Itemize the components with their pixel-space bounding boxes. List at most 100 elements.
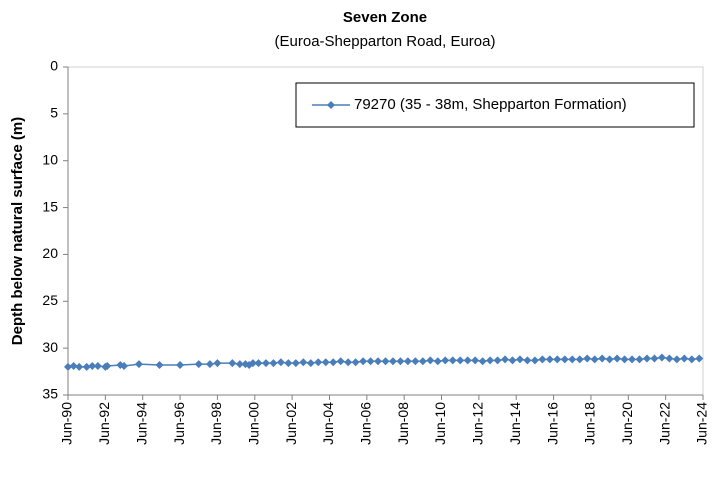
data-point bbox=[568, 355, 577, 364]
data-point bbox=[620, 355, 629, 364]
data-point bbox=[388, 357, 397, 366]
x-tick-label: Jun-08 bbox=[395, 402, 411, 445]
data-point bbox=[88, 361, 97, 370]
x-tick-label: Jun-04 bbox=[320, 402, 336, 445]
data-point bbox=[553, 355, 562, 364]
x-tick-label: Jun-96 bbox=[171, 402, 187, 445]
data-point bbox=[254, 359, 263, 368]
x-tick-label: Jun-24 bbox=[694, 402, 710, 445]
data-point bbox=[613, 354, 622, 363]
x-tick-label: Jun-90 bbox=[59, 402, 75, 445]
data-point bbox=[194, 360, 203, 369]
data-point bbox=[538, 355, 547, 364]
data-point bbox=[155, 361, 164, 370]
x-tick-label: Jun-94 bbox=[133, 402, 149, 445]
data-point bbox=[441, 356, 450, 365]
data-point bbox=[471, 356, 480, 365]
data-point bbox=[657, 353, 666, 362]
data-point bbox=[381, 357, 390, 366]
legend-label: 79270 (35 - 38m, Shepparton Formation) bbox=[354, 96, 627, 113]
data-point bbox=[598, 354, 607, 363]
data-point bbox=[269, 359, 278, 368]
data-point bbox=[103, 361, 112, 370]
x-tick-label: Jun-02 bbox=[283, 402, 299, 445]
data-point bbox=[235, 360, 244, 369]
data-point bbox=[523, 356, 532, 365]
data-point bbox=[64, 362, 72, 371]
data-point bbox=[336, 357, 345, 366]
data-point bbox=[680, 354, 689, 363]
data-point bbox=[695, 354, 704, 363]
data-point bbox=[463, 356, 472, 365]
y-tick-label: 10 bbox=[42, 151, 58, 167]
y-tick-label: 30 bbox=[42, 339, 58, 355]
data-point bbox=[213, 359, 222, 368]
x-tick-label: Jun-06 bbox=[358, 402, 374, 445]
legend-box bbox=[295, 82, 695, 128]
data-point bbox=[501, 355, 510, 364]
data-point bbox=[374, 357, 383, 366]
y-tick-label: 35 bbox=[42, 386, 58, 402]
chart-subtitle: (Euroa-Shepparton Road, Euroa) bbox=[275, 33, 496, 50]
data-point bbox=[418, 357, 427, 366]
data-point bbox=[276, 358, 285, 367]
x-tick-label: Jun-98 bbox=[208, 402, 224, 445]
data-point bbox=[687, 355, 696, 364]
data-point bbox=[321, 358, 330, 367]
legend-marker bbox=[327, 101, 335, 109]
y-tick-label: 5 bbox=[50, 105, 58, 121]
data-point bbox=[583, 354, 592, 363]
x-tick-label: Jun-10 bbox=[432, 402, 448, 445]
data-point bbox=[329, 358, 338, 367]
data-point bbox=[493, 356, 502, 365]
data-point bbox=[359, 357, 368, 366]
data-point bbox=[261, 359, 270, 368]
data-point bbox=[366, 357, 375, 366]
data-point bbox=[284, 359, 293, 368]
data-point bbox=[120, 361, 129, 370]
data-point bbox=[344, 358, 353, 367]
data-point bbox=[299, 358, 308, 367]
x-tick-label: Jun-92 bbox=[96, 402, 112, 445]
data-point bbox=[590, 355, 599, 364]
data-point bbox=[351, 358, 360, 367]
x-tick-label: Jun-14 bbox=[507, 402, 523, 445]
data-point bbox=[69, 361, 78, 370]
data-point bbox=[248, 359, 257, 368]
data-point bbox=[605, 355, 614, 364]
data-point bbox=[628, 355, 637, 364]
data-point bbox=[650, 354, 659, 363]
x-tick-label: Jun-20 bbox=[619, 402, 635, 445]
data-point bbox=[291, 359, 300, 368]
data-point bbox=[486, 356, 495, 365]
data-point bbox=[508, 356, 517, 365]
data-point bbox=[545, 355, 554, 364]
y-tick-label: 25 bbox=[42, 292, 58, 308]
chart-title: Seven Zone bbox=[343, 9, 427, 26]
data-point bbox=[306, 359, 315, 368]
data-point bbox=[93, 361, 102, 370]
y-tick-label: 20 bbox=[42, 245, 58, 261]
data-point bbox=[205, 360, 214, 369]
data-point bbox=[314, 358, 323, 367]
y-tick-label: 0 bbox=[50, 58, 58, 74]
data-point bbox=[228, 359, 237, 368]
x-tick-label: Jun-22 bbox=[656, 402, 672, 445]
data-point bbox=[665, 354, 674, 363]
data-point bbox=[530, 356, 539, 365]
data-point bbox=[403, 357, 412, 366]
x-tick-label: Jun-18 bbox=[582, 402, 598, 445]
data-point bbox=[575, 355, 584, 364]
y-tick-label: 15 bbox=[42, 198, 58, 214]
data-point bbox=[560, 355, 569, 364]
data-point bbox=[426, 356, 435, 365]
data-point bbox=[635, 355, 644, 364]
data-point bbox=[75, 362, 84, 371]
data-point bbox=[82, 362, 91, 371]
data-point bbox=[134, 360, 143, 369]
x-tick-label: Jun-12 bbox=[470, 402, 486, 445]
data-point bbox=[456, 356, 465, 365]
y-axis-label: Depth below natural surface (m) bbox=[9, 117, 26, 345]
